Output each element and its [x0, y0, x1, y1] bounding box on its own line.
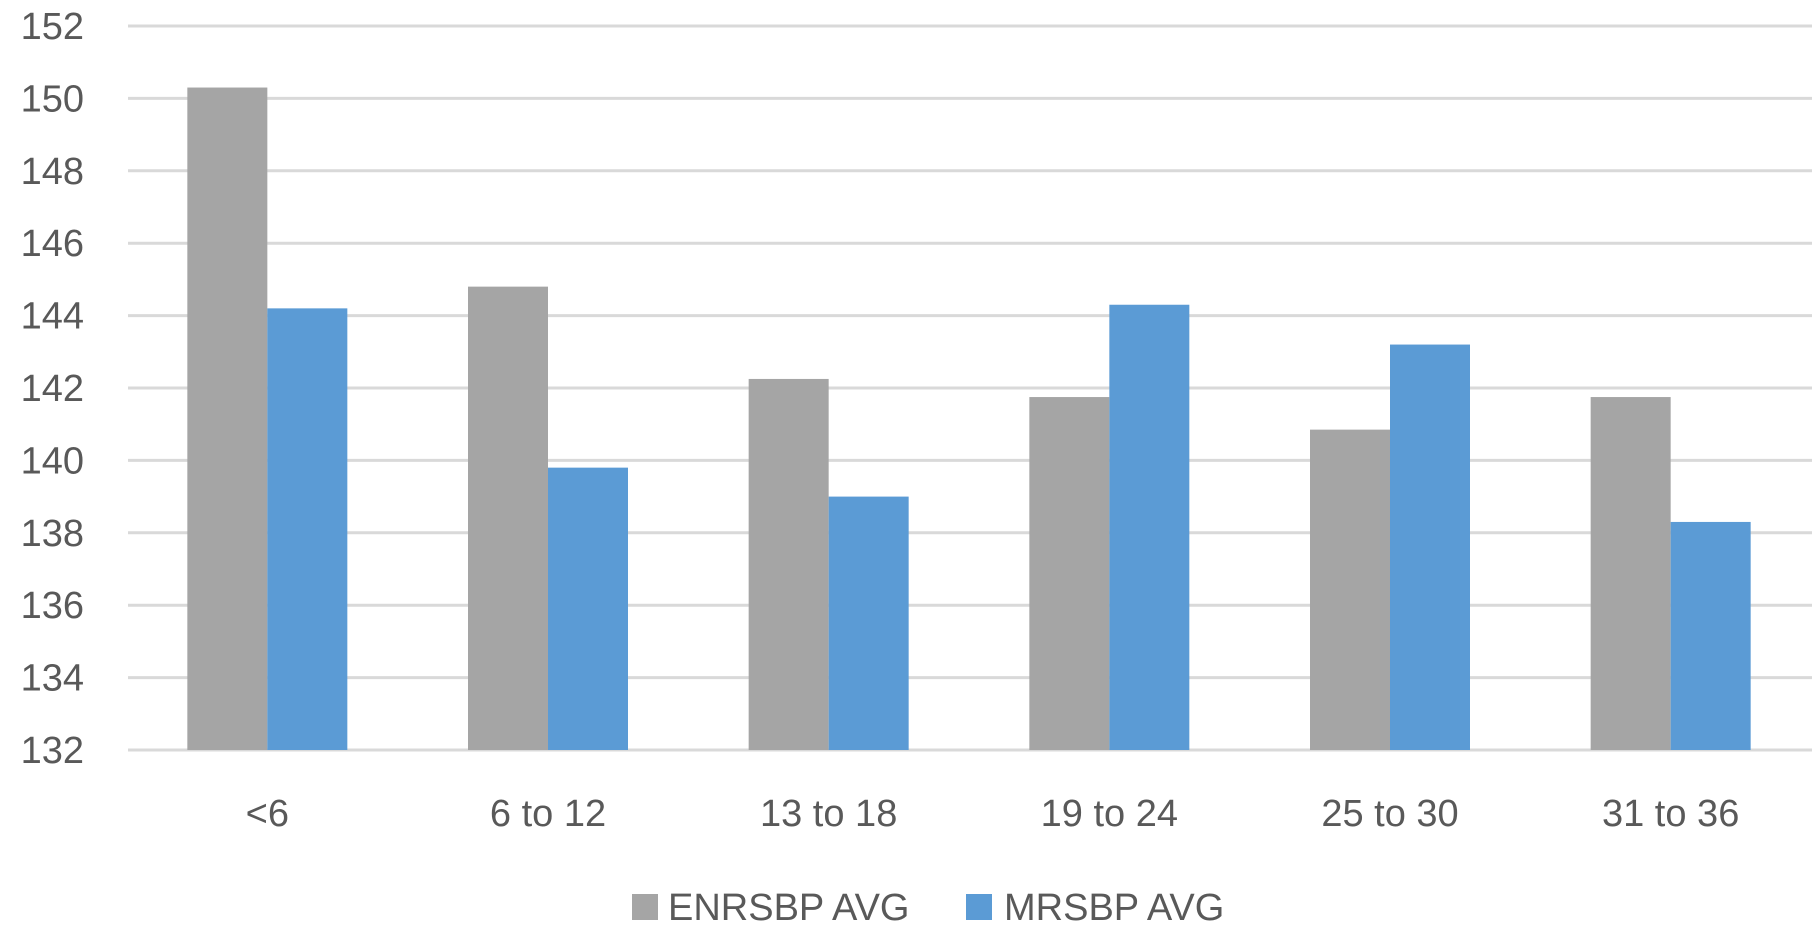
bar-enrsbp-avg — [1029, 397, 1110, 750]
legend-label: ENRSBP AVG — [668, 887, 909, 929]
y-tick-label: 138 — [21, 513, 84, 555]
bar-enrsbp-avg — [1590, 397, 1671, 750]
legend-swatch — [966, 894, 992, 920]
y-tick-label: 134 — [21, 658, 84, 700]
y-tick-label: 148 — [21, 151, 84, 193]
y-tick-label: 142 — [21, 368, 84, 410]
bar-mrsbp-avg — [1670, 521, 1751, 750]
y-tick-label: 136 — [21, 585, 84, 627]
y-tick-label: 132 — [21, 730, 84, 772]
x-tick-label: 6 to 12 — [490, 793, 606, 835]
y-tick-label: 146 — [21, 223, 84, 265]
bar-mrsbp-avg — [548, 467, 628, 750]
x-axis-ticks: <6 6 to 12 13 to 18 19 to 24 25 to 30 31 to 3… — [246, 793, 1740, 835]
bars — [187, 87, 1751, 751]
legend-label: MRSBP AVG — [1004, 887, 1224, 929]
legend: ENRSBP AVG MRSBP AVG — [632, 887, 1224, 929]
bar-enrsbp-avg — [748, 378, 829, 750]
bar-enrsbp-avg — [1310, 429, 1390, 750]
bar-mrsbp-avg — [828, 496, 909, 750]
legend-swatch — [632, 894, 658, 920]
x-tick-label: 31 to 36 — [1602, 793, 1739, 835]
bar-mrsbp-avg — [267, 308, 348, 750]
x-tick-label: 13 to 18 — [760, 793, 897, 835]
bar-mrsbp-avg — [1109, 304, 1190, 750]
bar-enrsbp-avg — [468, 286, 548, 750]
x-tick-label: 25 to 30 — [1321, 793, 1458, 835]
bar-enrsbp-avg — [187, 87, 268, 751]
bar-mrsbp-avg — [1390, 344, 1470, 750]
gridlines — [128, 24, 1812, 752]
y-tick-label: 144 — [21, 296, 84, 338]
y-axis-ticks: 132 134 136 138 140 142 144 146 148 150 152 — [21, 6, 84, 772]
y-tick-label: 152 — [21, 6, 84, 48]
y-tick-label: 140 — [21, 440, 84, 482]
x-tick-label: 19 to 24 — [1041, 793, 1178, 835]
y-tick-label: 150 — [21, 78, 84, 120]
x-tick-label: <6 — [246, 793, 289, 835]
